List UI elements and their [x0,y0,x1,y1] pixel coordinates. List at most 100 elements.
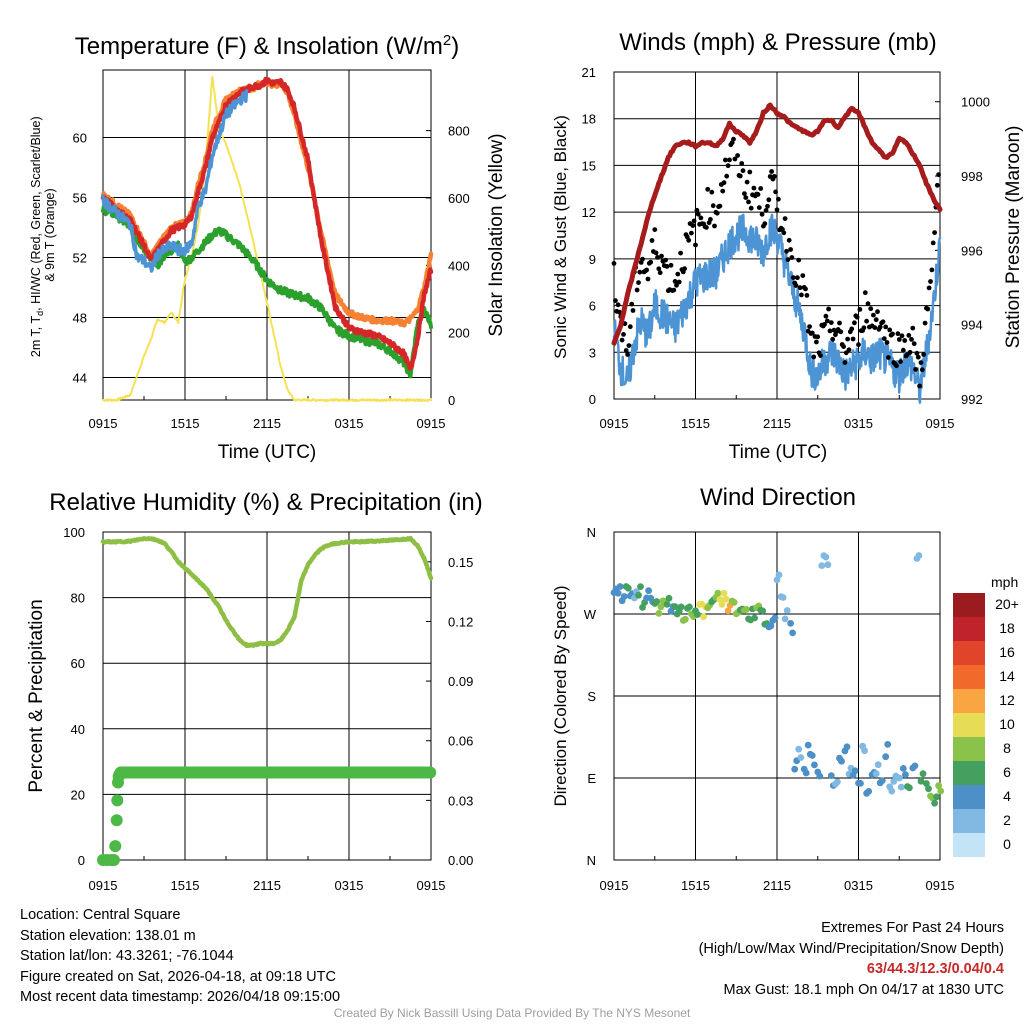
gust-point [627,324,633,330]
gust-point [689,230,694,236]
y-tick-label: 52 [73,251,87,266]
x-tick-label: 1515 [681,878,710,893]
y-right-tick-label: 800 [448,124,470,139]
gust-point [845,336,850,342]
legend-label: 0 [1003,836,1011,852]
x-tick-label: 2115 [253,416,281,431]
wind-direction-point [787,620,794,627]
gust-point [809,330,815,336]
pressure-y-label: Station Pressure (Maroon) [1003,126,1024,349]
gust-point [861,325,867,331]
wind-direction-point [714,589,722,597]
gust-point [652,227,658,233]
wind-y-label: Sonic Wind & Gust (Blue, Black) [551,115,570,359]
gust-point [746,199,751,205]
wind-direction-point [899,765,907,772]
wind-direction-point [694,611,701,618]
wind-pressure-title: Winds (mph) & Pressure (mb) [619,29,936,56]
y-right-tick-label: 0.09 [448,674,473,689]
wind-direction-point [824,561,832,569]
gust-point [735,153,740,158]
gust-point [758,186,764,191]
wind-direction-point [804,741,812,749]
gust-point [902,338,908,343]
wind-direction-point [791,765,799,773]
gust-point [671,287,677,293]
gust-point [873,317,879,323]
precip-point [110,814,123,827]
wind-direction-point [781,615,789,623]
gust-point [919,367,925,373]
gust-point [776,196,781,202]
y-tick-label: 0 [78,853,85,868]
gust-point [918,360,924,365]
wind-direction-point [614,589,622,597]
temperature-x-label: Time (UTC) [218,442,317,463]
gust-point [849,326,855,332]
legend-swatch [953,785,985,809]
y-right-tick-label: 0.12 [448,614,473,629]
gust-point [887,327,893,333]
gust-point [823,313,829,319]
y-tick-label: 80 [71,591,85,606]
wind-direction-point [872,770,880,778]
precip-point [107,854,120,866]
gust-point [814,339,819,345]
y-right-tick-label: 992 [961,392,983,407]
y-right-tick-label: 0.03 [448,793,473,808]
gust-point [676,279,682,285]
gust-point [782,216,788,222]
gust-point [648,259,654,265]
gust-point [898,359,903,364]
y-tick-label: S [587,689,596,704]
temp-2m-line [100,76,434,371]
heat-index-line [101,89,249,273]
gust-point [731,136,736,142]
gust-point [856,342,861,348]
gust-point [883,324,889,330]
x-tick-label: 2115 [763,878,791,893]
wind-direction-point [775,571,783,579]
wind-direction-point [655,610,663,617]
gust-point [637,269,643,275]
wind-direction-point [838,757,845,765]
gust-point [751,185,757,191]
wind-direction-point [816,772,824,780]
y-tick-label: 20 [71,787,85,802]
wind-direction-point [718,600,726,608]
x-tick-label: 0915 [926,878,955,893]
gust-point [894,363,899,369]
gust-point [655,255,660,260]
wind-pressure-x-label: Time (UTC) [729,442,828,463]
gust-point [830,336,836,342]
x-tick-label: 2115 [763,416,791,431]
legend-swatch [953,809,985,833]
gust-point [737,173,743,179]
y-tick-label: 9 [589,252,596,267]
x-tick-label: 0915 [600,878,629,893]
y-tick-label: 12 [582,205,596,220]
x-tick-label: 0315 [844,416,873,431]
gust-point [922,320,928,326]
gust-point [721,180,727,186]
gust-point [785,257,791,262]
y-right-tick-label: 0.00 [448,853,473,868]
gust-point [907,349,913,355]
gust-point [906,333,912,338]
wind-direction-point [827,772,835,779]
gust-point [917,383,922,389]
wind-direction-point [925,785,932,793]
gust-point [636,280,641,285]
wind-direction-point [902,771,909,779]
gust-point [854,314,860,320]
wind-direction-point [915,552,923,559]
wind-direction-point [653,598,661,605]
y-right-tick-label: 0.06 [448,734,473,749]
y-right-tick-label: 600 [448,191,470,206]
wind-pressure-series [611,102,943,404]
wind-direction-point [720,589,728,597]
extremes-info: Extremes For Past 24 Hours (High/Low/Max… [699,918,1004,1000]
humidity-y-label: Percent & Precipitation [26,599,47,792]
x-tick-label: 0915 [89,878,118,893]
gust-point [868,306,874,312]
